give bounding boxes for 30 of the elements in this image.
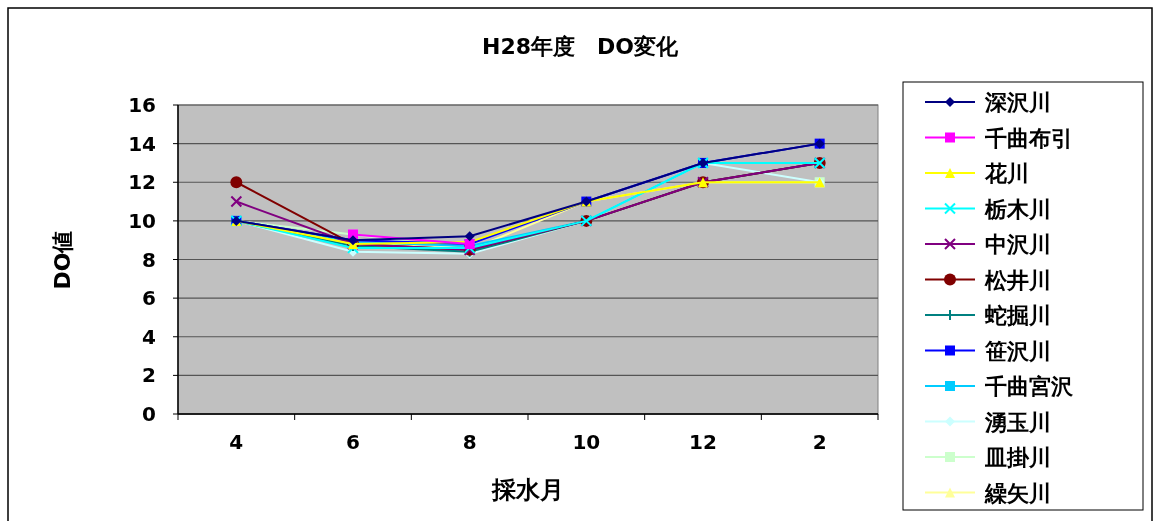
x-axis-title: 採水月 [491,476,564,504]
chart-title: H28年度 DO変化 [482,34,679,59]
y-tick-label: 12 [128,170,156,195]
x-tick-label: 2 [812,430,827,454]
y-tick-label: 14 [128,131,156,156]
x-tick-label: 8 [462,430,477,454]
y-tick-label: 4 [142,324,156,349]
y-axis-title: DO値 [50,230,75,290]
legend-label: 皿掛川 [984,445,1051,470]
y-tick-label: 8 [142,247,156,272]
legend-label: 笹沢川 [984,338,1051,364]
legend-label: 千曲布引 [984,125,1073,151]
legend-label: 湧玉川 [984,409,1051,435]
legend-label: 千曲宮沢 [984,374,1074,399]
y-tick-label: 2 [142,363,156,388]
legend-label: 蛇掘川 [984,303,1051,328]
legend-label: 中沢川 [985,232,1051,257]
legend-label: 松井川 [984,267,1051,293]
x-tick-label: 6 [346,430,360,454]
x-tick-label: 10 [572,430,601,454]
y-tick-label: 10 [128,208,156,233]
legend-label: 繰矢川 [984,480,1051,506]
x-tick-label: 4 [229,430,244,454]
x-tick-label: 12 [689,430,717,454]
y-tick-label: 0 [142,402,156,426]
y-tick-label: 6 [142,286,156,311]
legend-label: 栃木川 [984,196,1051,222]
legend-label: 花川 [984,161,1029,186]
legend-label: 深沢川 [984,90,1051,115]
y-tick-label: 16 [128,93,156,117]
